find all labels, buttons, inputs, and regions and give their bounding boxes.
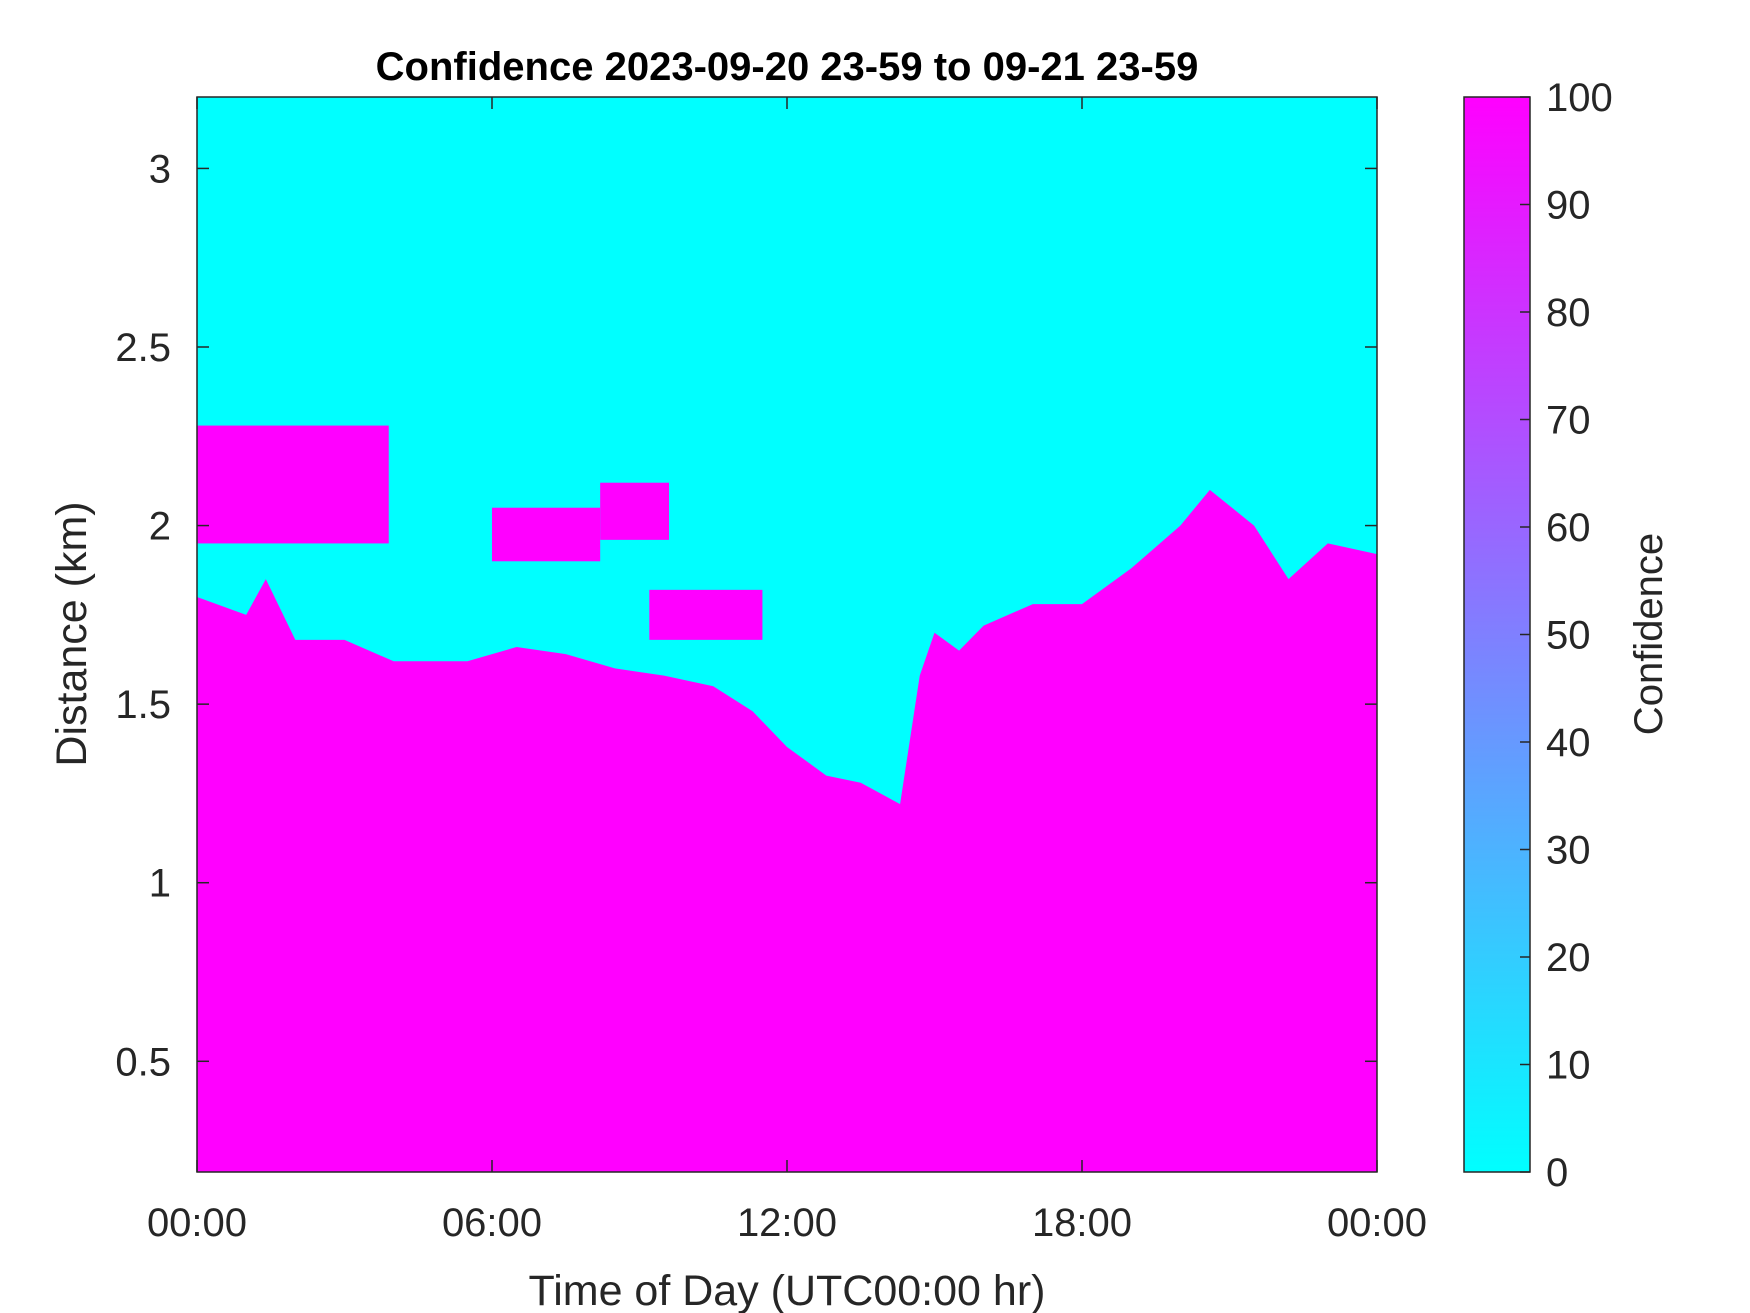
y-tick-label: 0.5 — [115, 1040, 171, 1084]
elevated-confidence-layer — [492, 507, 601, 562]
colorbar-tick-label: 10 — [1546, 1044, 1591, 1088]
heatmap — [197, 97, 1377, 1172]
colorbar-tick-label: 60 — [1546, 506, 1591, 550]
x-tick-label: 12:00 — [737, 1201, 837, 1245]
colorbar-tick-label: 50 — [1546, 614, 1591, 658]
colorbar-tick-label: 70 — [1546, 399, 1591, 443]
y-tick-label: 1.5 — [115, 683, 171, 727]
y-tick-label: 3 — [149, 147, 171, 191]
elevated-confidence-layer — [600, 482, 669, 540]
y-tick-label: 2 — [149, 505, 171, 549]
x-tick-label: 06:00 — [442, 1201, 542, 1245]
colorbar-tick-label: 90 — [1546, 184, 1591, 228]
y-tick-label: 1 — [149, 862, 171, 906]
colorbar — [1463, 96, 1531, 1173]
y-tick-label: 2.5 — [115, 326, 171, 370]
x-tick-label: 00:00 — [1327, 1201, 1427, 1245]
colorbar-title: Confidence — [1627, 533, 1671, 735]
y-axis: 0.5 1 1.5 2 2.5 3 — [115, 147, 1377, 1084]
colorbar-tick-label: 20 — [1546, 936, 1591, 980]
x-tick-label: 18:00 — [1032, 1201, 1132, 1245]
elevated-confidence-layer — [197, 425, 389, 544]
high-confidence-region — [197, 489, 1377, 1172]
chart-title: Confidence 2023-09-20 23-59 to 09-21 23-… — [376, 45, 1199, 89]
colorbar-tick-label: 0 — [1546, 1151, 1568, 1195]
colorbar-axis: 0 10 20 30 40 50 60 70 80 90 100 — [1520, 76, 1613, 1195]
colorbar-tick-label: 100 — [1546, 76, 1613, 120]
elevated-confidence-layer — [649, 589, 763, 640]
colorbar-tick-label: 40 — [1546, 721, 1591, 765]
x-axis: 00:00 06:00 12:00 18:00 00:00 — [147, 97, 1427, 1245]
y-axis-title: Distance (km) — [48, 501, 96, 766]
x-tick-label: 00:00 — [147, 1201, 247, 1245]
x-axis-title: Time of Day (UTC00:00 hr) — [529, 1267, 1046, 1313]
colorbar-tick-label: 30 — [1546, 829, 1591, 873]
colorbar-tick-label: 80 — [1546, 291, 1591, 335]
